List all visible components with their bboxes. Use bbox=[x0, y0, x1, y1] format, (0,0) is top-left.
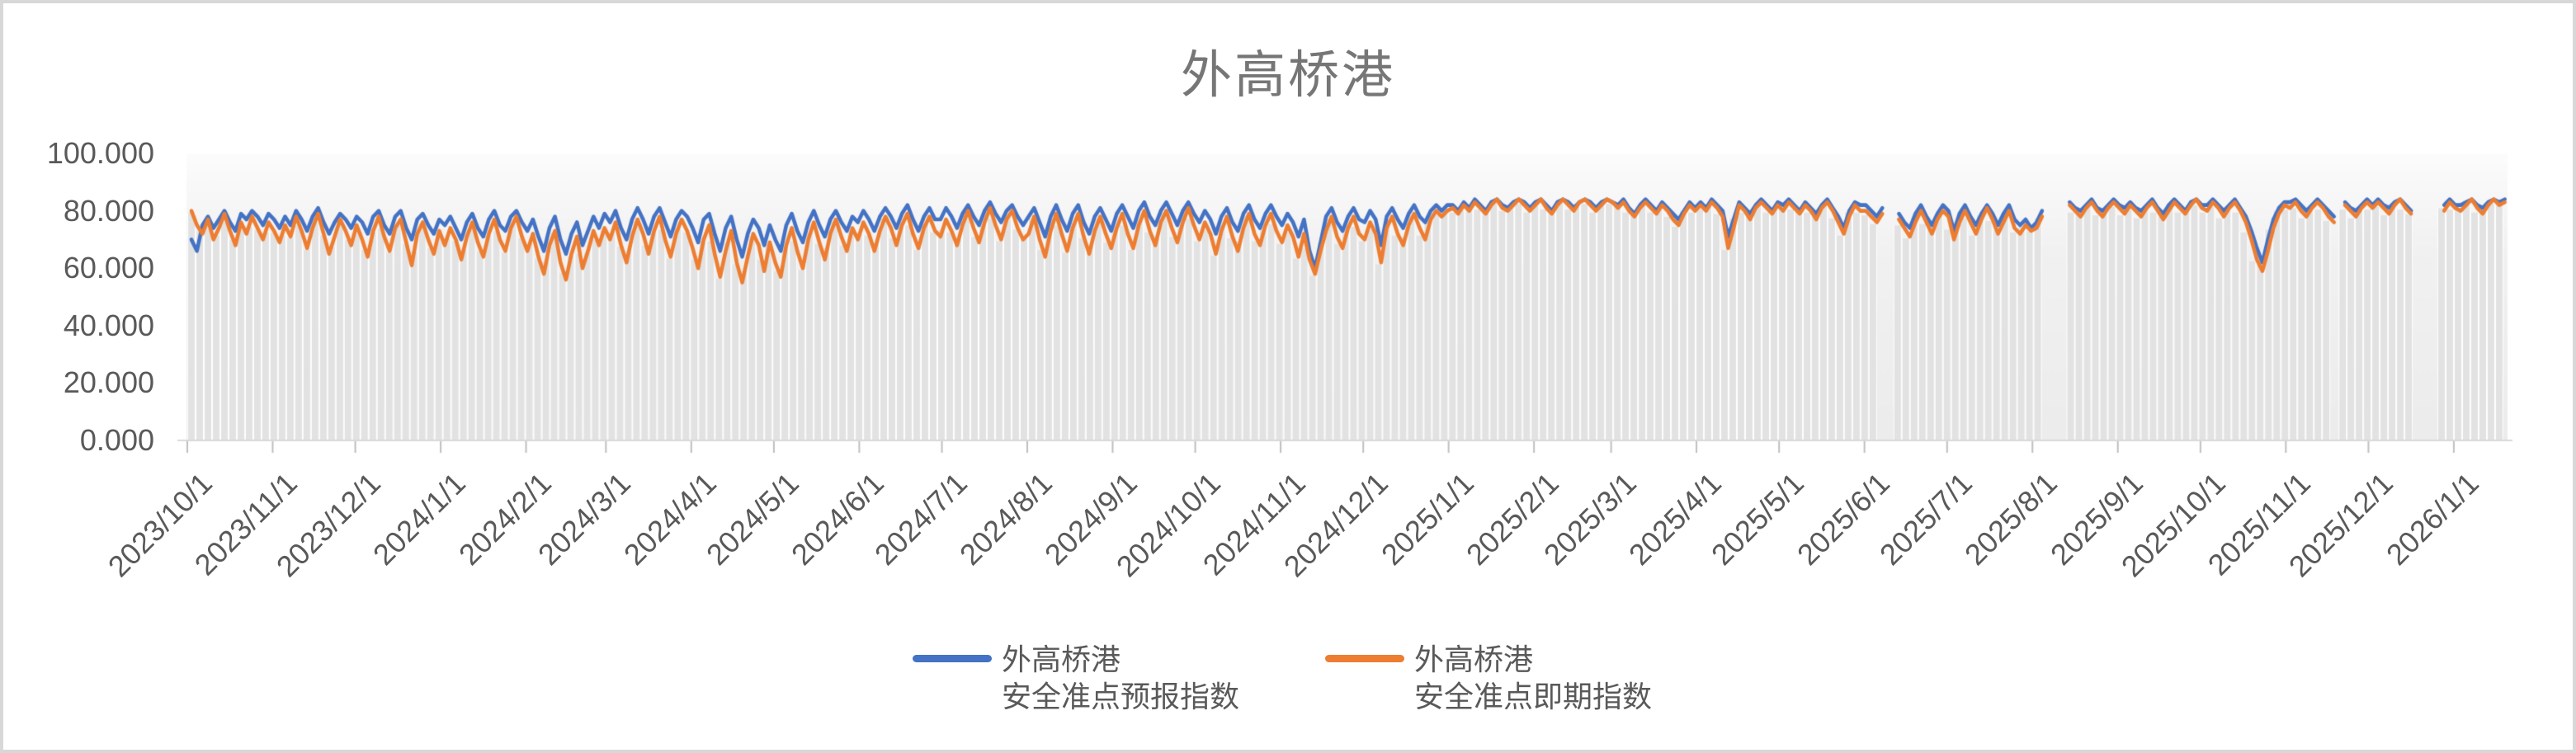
legend-item-spot-index: 外高桥港安全准点即期指数 bbox=[1325, 641, 1652, 715]
plot-canvas bbox=[3, 3, 2573, 750]
chart-title: 外高桥港 bbox=[1180, 47, 1395, 104]
y-axis-label: 20.000 bbox=[63, 365, 154, 400]
spot-series-line-swatch bbox=[1325, 655, 1404, 662]
forecast-series-line-swatch bbox=[913, 655, 992, 662]
legend-line2: 安全准点即期指数 bbox=[1414, 680, 1653, 713]
legend-line2: 安全准点预报指数 bbox=[1002, 680, 1240, 713]
legend-item-label: 外高桥港安全准点预报指数 bbox=[1002, 641, 1239, 715]
legend-item-forecast-index: 外高桥港安全准点预报指数 bbox=[913, 641, 1239, 715]
legend-line1: 外高桥港 bbox=[1414, 642, 1534, 676]
legend-line1: 外高桥港 bbox=[1002, 642, 1121, 676]
y-axis-label: 40.000 bbox=[63, 308, 154, 342]
y-axis-label: 0.000 bbox=[79, 423, 154, 457]
y-axis-label: 60.000 bbox=[63, 251, 154, 285]
legend-item-label: 外高桥港安全准点即期指数 bbox=[1414, 641, 1652, 715]
y-axis-label: 80.000 bbox=[63, 193, 154, 228]
y-axis-label: 100.000 bbox=[46, 136, 154, 170]
